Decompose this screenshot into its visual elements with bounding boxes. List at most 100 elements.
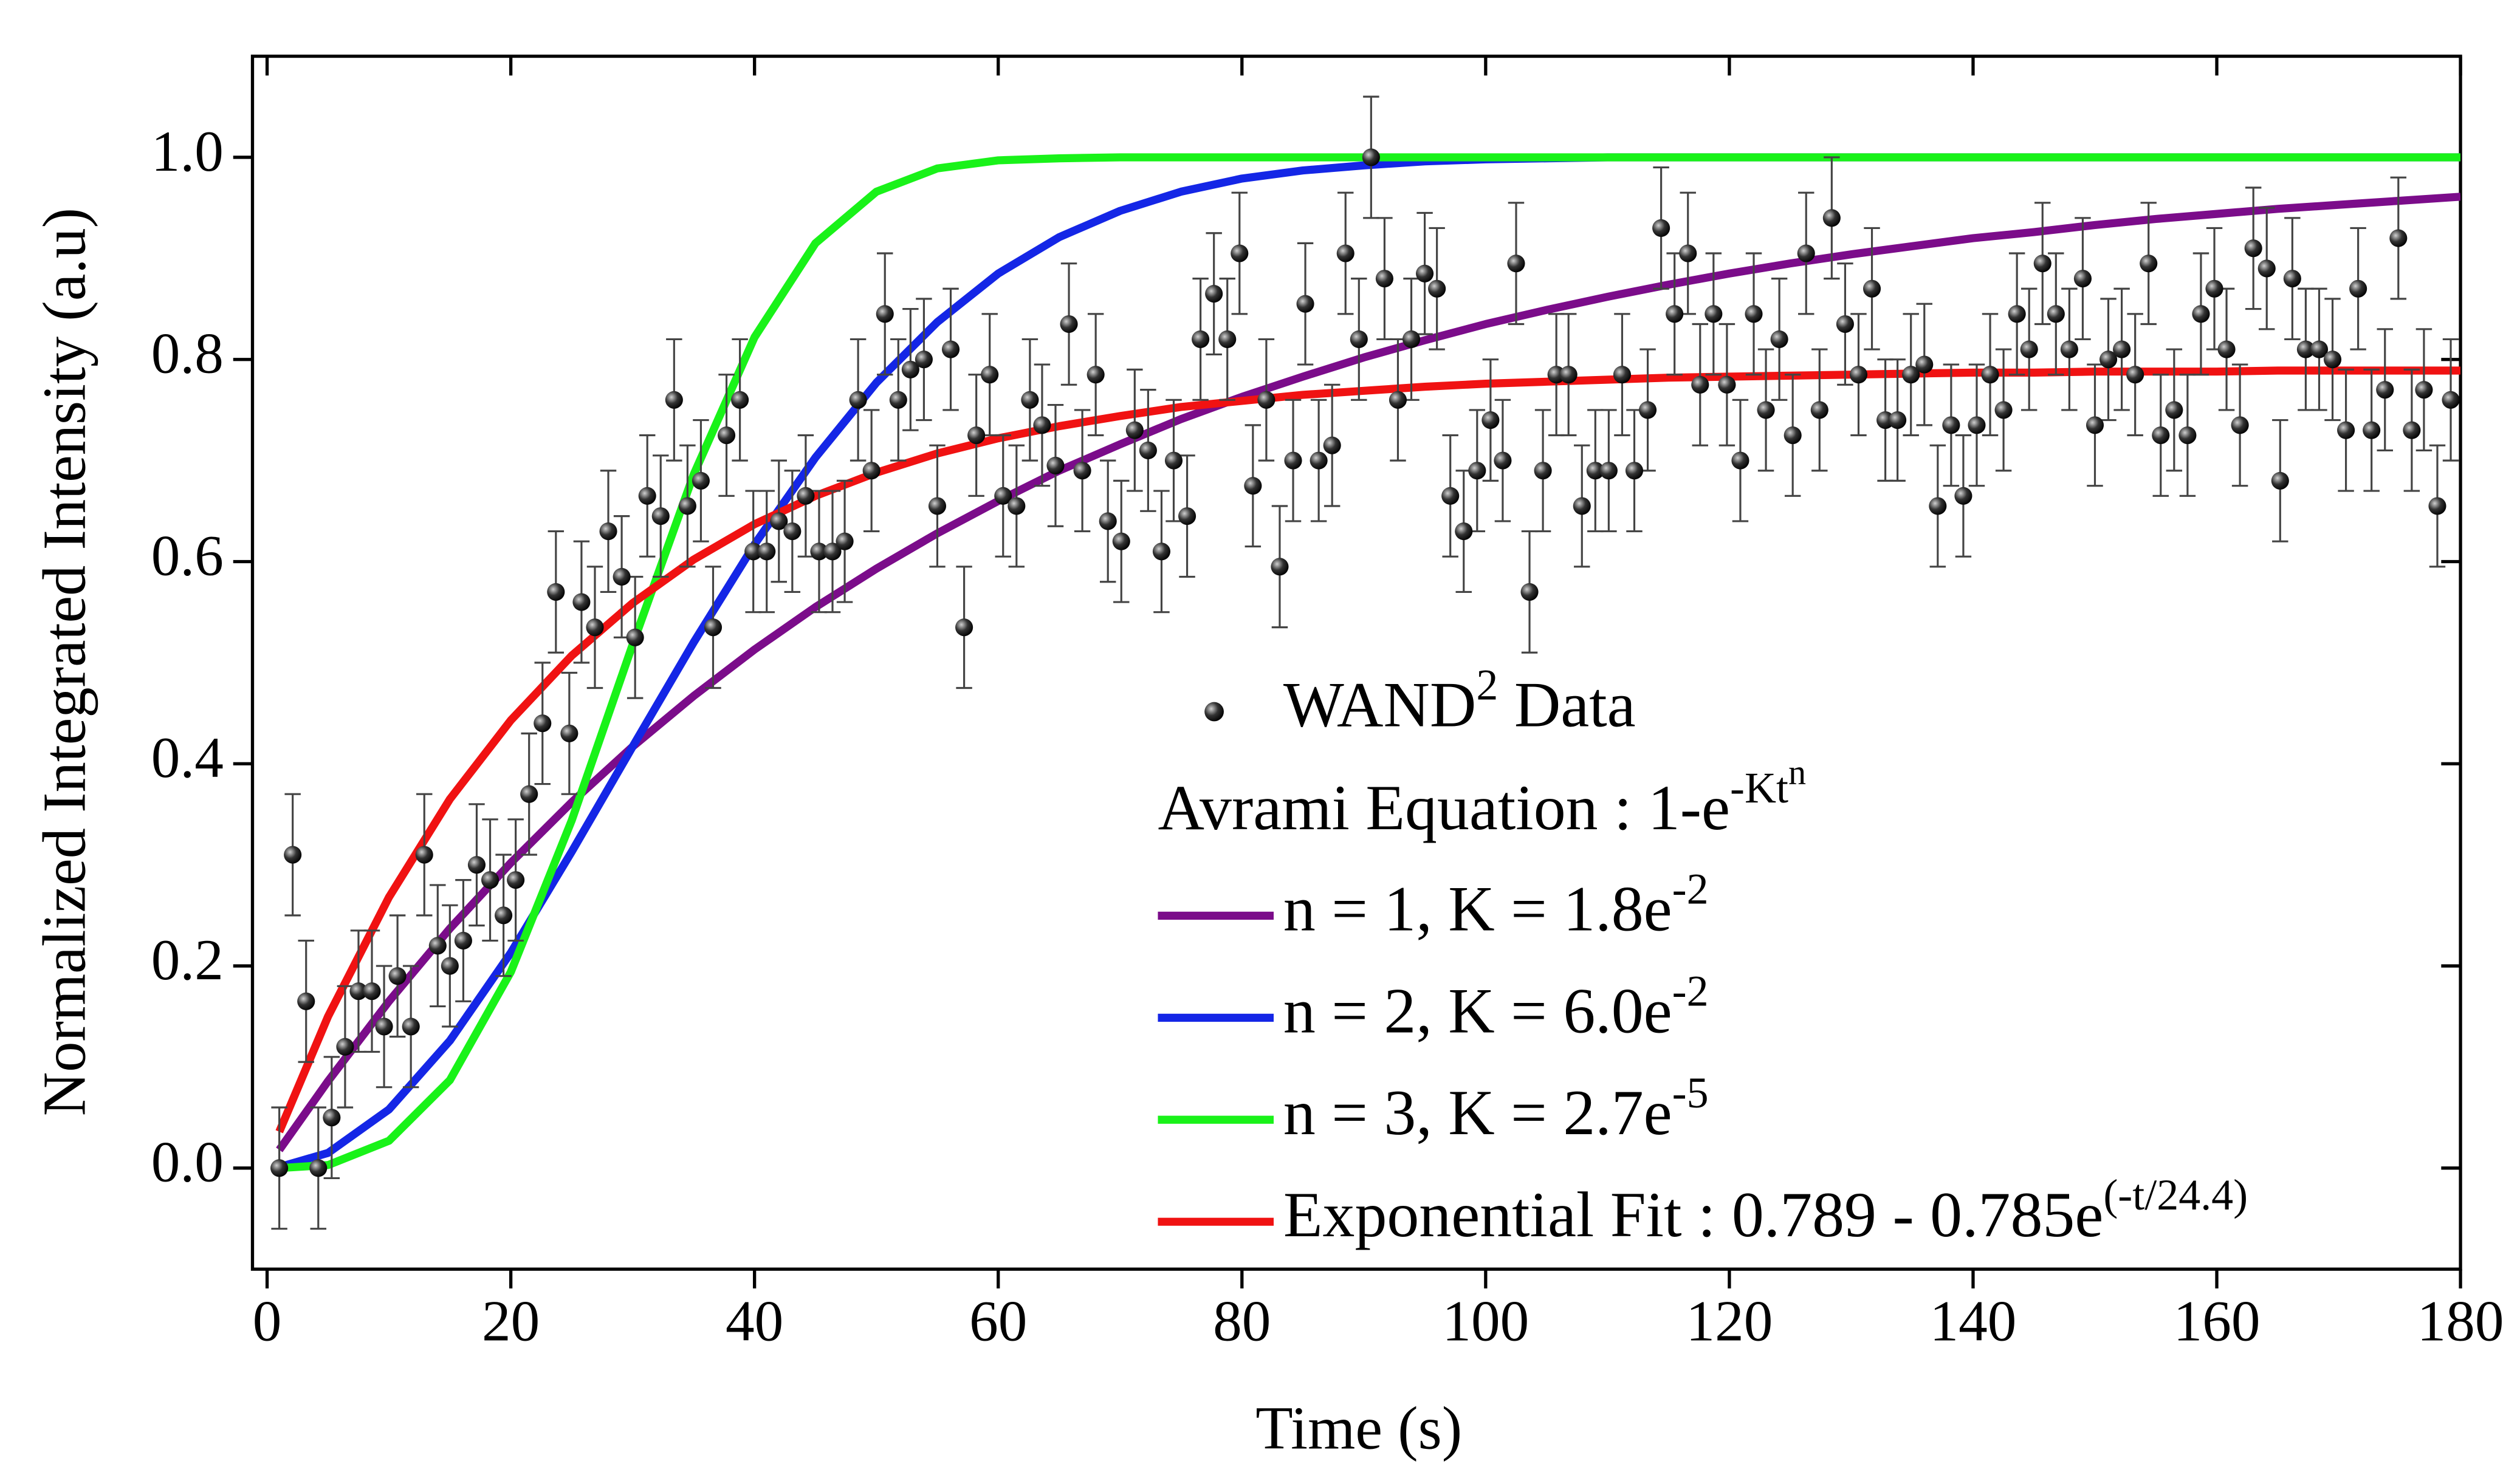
data-point [1573,497,1591,515]
text-part: WAND [1283,669,1477,741]
data-point [2217,340,2236,358]
data-point [2244,239,2262,258]
data-point [1152,542,1170,561]
text-part: n = 1, K = 1.8e [1283,874,1672,945]
data-point [2099,351,2118,369]
data-point [1416,264,1434,282]
text-part: Data [1498,669,1635,741]
legend-label: WAND2 Data [1283,660,1636,741]
data-point [507,871,525,889]
data-point [941,340,960,358]
data-point [1705,305,1723,323]
data-point [2283,270,2301,288]
text-part: -Kt [1730,763,1788,812]
data-point [1389,391,1407,409]
data-point [2403,421,2421,439]
data-point [1534,462,1552,480]
data-point [284,846,302,864]
data-point [547,583,565,601]
data-point [336,1038,354,1056]
data-point [1046,456,1065,474]
data-point [1586,462,1604,480]
data-point [2363,421,2381,439]
legend-label: Exponential Fit : 0.789 - 0.785e(-t/24.4… [1283,1171,2248,1251]
data-point [402,1018,420,1036]
text-part: n [1788,753,1806,792]
data-point [889,391,907,409]
data-point [1021,391,1039,409]
data-point [1652,219,1670,237]
text-part: n = 2, K = 6.0e [1283,976,1672,1047]
data-point [783,522,802,541]
data-point [586,618,604,637]
text-part: -2 [1672,967,1709,1015]
data-point [1757,401,1775,419]
data-point [1613,366,1631,384]
data-point [1231,244,1249,262]
data-point [1666,305,1684,323]
plot-frame [250,54,2462,1271]
data-point [1770,330,1788,348]
data-point [2073,270,2092,288]
y-tick-label: 0.8 [151,321,224,386]
x-tick-label: 180 [2417,1288,2504,1353]
data-point [1428,279,1446,298]
data-point [1296,295,1314,313]
data-point [876,305,894,323]
data-point [1362,148,1380,166]
data-point [797,487,815,505]
data-point [2389,229,2408,247]
data-point [2271,471,2289,490]
data-point [1876,411,1895,429]
data-point [1942,416,1960,434]
data-point [1350,330,1368,348]
data-point [534,714,552,733]
data-point [823,542,842,561]
data-point [928,497,947,515]
legend-marker [1204,702,1224,722]
text-part: Avrami Equation : 1-e [1158,772,1730,843]
data-point [2008,305,2026,323]
data-point [994,487,1012,505]
data-point [2428,497,2446,515]
data-point [1902,366,1920,384]
data-point [1402,330,1421,348]
data-point [1244,477,1262,495]
data-point [1164,451,1183,470]
data-point [1547,366,1565,384]
data-point [1731,451,1749,470]
data-point [2415,381,2433,399]
y-axis-label: Normalized Integrated Intensity (a.u) [30,208,98,1116]
data-point [1994,401,2013,419]
data-point [1073,462,1091,480]
data-point [638,487,656,505]
data-point [2140,255,2158,273]
data-point [1981,366,1999,384]
data-point [2310,340,2329,358]
y-tick-label: 0.2 [151,928,224,992]
text-part: Exponential Fit : 0.789 - 0.785e [1283,1179,2103,1250]
data-point [2113,340,2131,358]
data-point [1718,375,1736,394]
text-part: -2 [1672,864,1709,913]
data-point [1968,416,1986,434]
data-point [862,462,881,480]
data-point [967,426,986,445]
data-point [428,937,447,955]
data-point [1599,462,1618,480]
data-point [2020,340,2038,358]
data-point [2442,391,2460,409]
legend-label: n = 2, K = 6.0e-2 [1283,967,1709,1047]
data-point [1257,391,1275,409]
data-point [1205,285,1223,303]
data-point [955,618,973,637]
data-point [2349,279,2367,298]
x-tick-label: 0 [253,1288,282,1353]
data-point [901,360,919,378]
data-point [2060,340,2078,358]
data-point [2257,259,2276,278]
data-point [495,906,513,925]
data-point [572,593,591,611]
data-point [717,426,736,445]
data-point [1087,366,1105,384]
